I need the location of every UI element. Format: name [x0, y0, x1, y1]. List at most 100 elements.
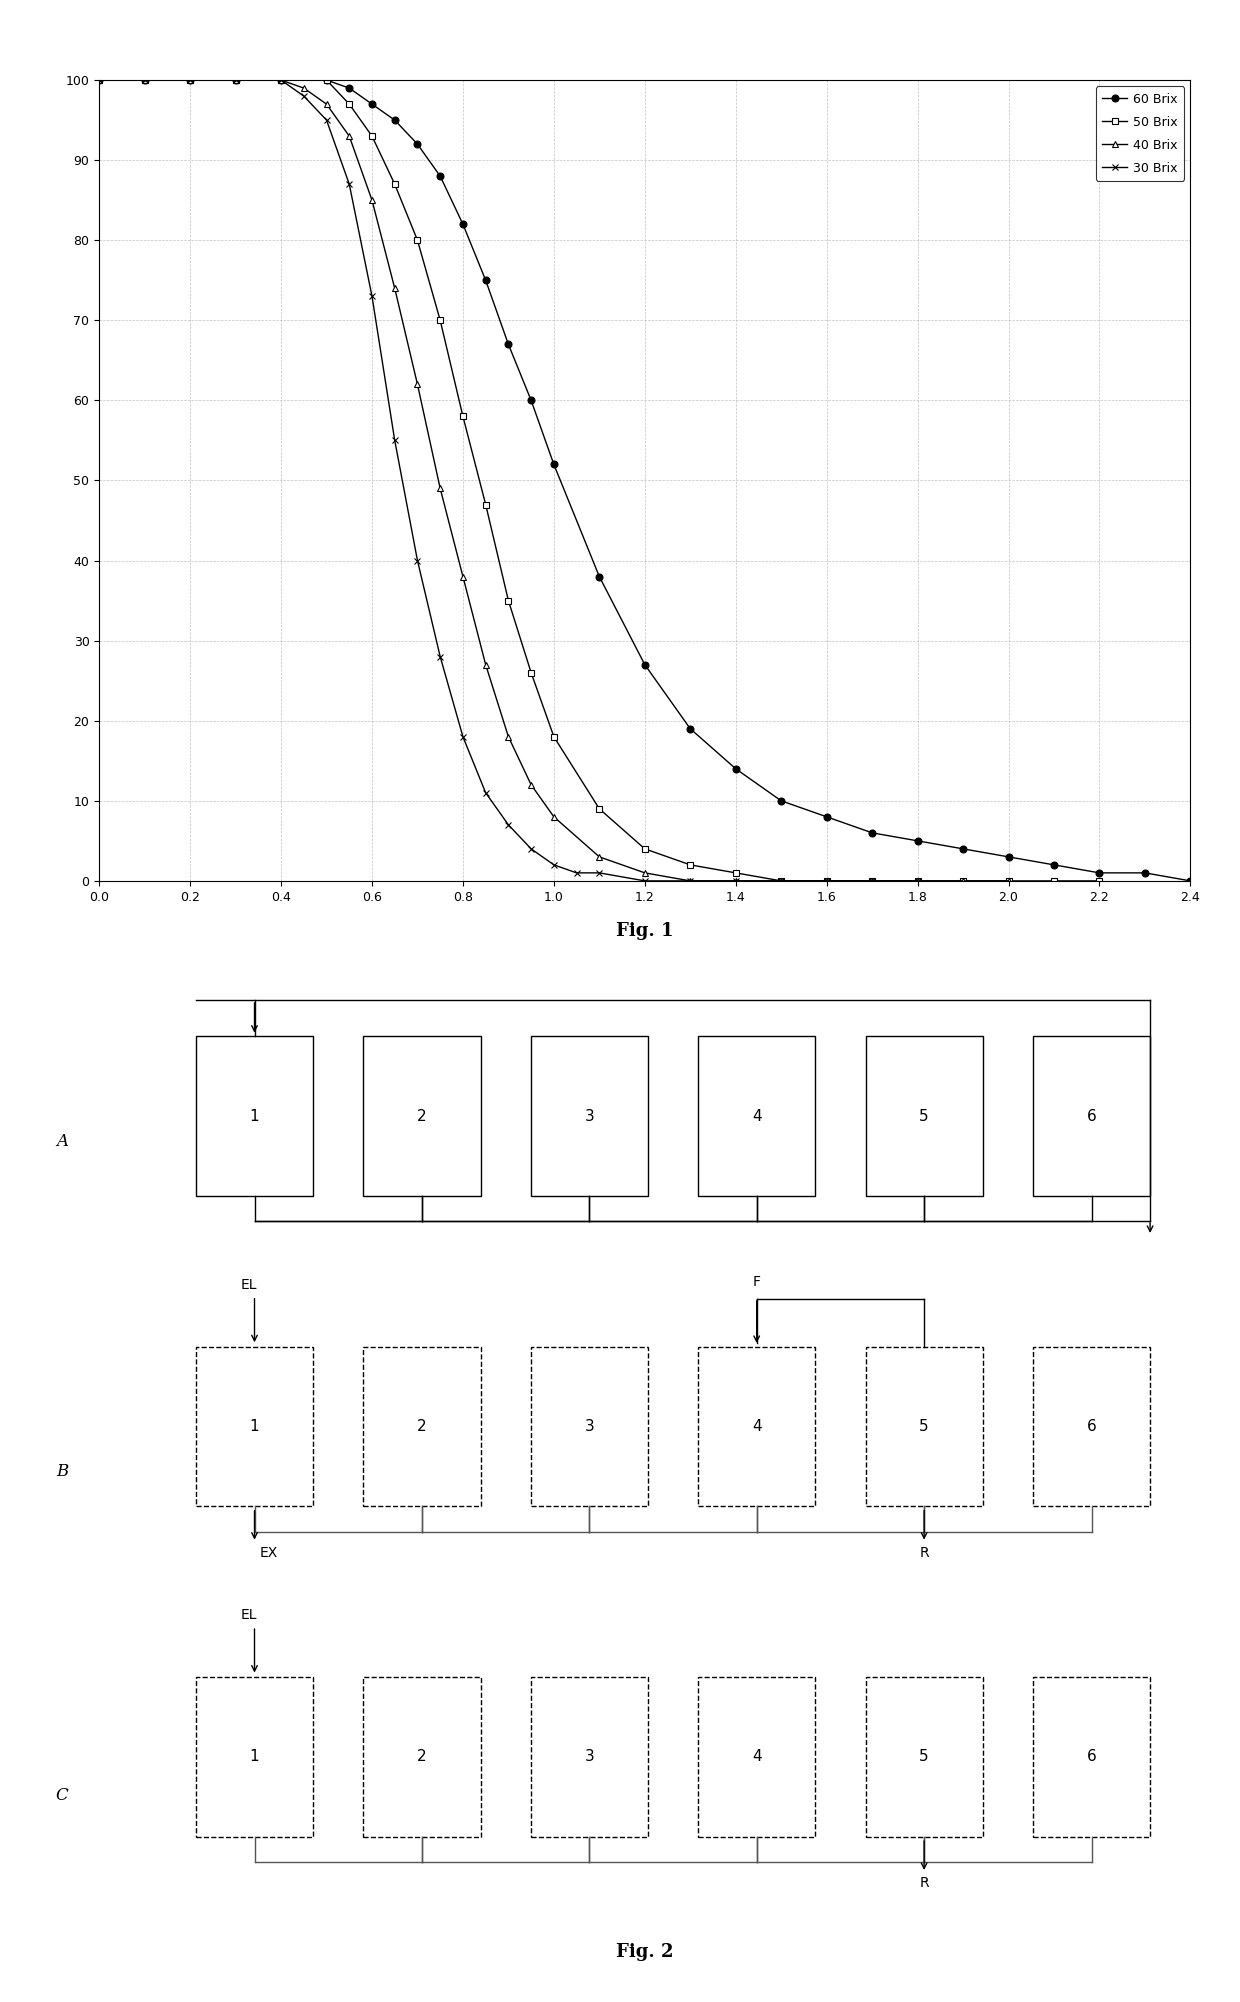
Polygon shape	[1033, 1347, 1151, 1506]
Polygon shape	[1033, 1037, 1151, 1195]
Text: F: F	[753, 1275, 760, 1289]
50 Brix	[910, 869, 925, 893]
Text: 1: 1	[249, 1750, 259, 1764]
30 Brix	[92, 68, 107, 92]
60 Brix	[1183, 869, 1198, 893]
Text: 6: 6	[1086, 1750, 1096, 1764]
60 Brix	[1137, 861, 1152, 885]
60 Brix	[910, 829, 925, 853]
Text: 3: 3	[584, 1419, 594, 1433]
50 Brix	[387, 172, 402, 196]
Polygon shape	[698, 1678, 816, 1836]
40 Brix	[433, 476, 448, 500]
40 Brix	[910, 869, 925, 893]
50 Brix	[433, 308, 448, 332]
40 Brix	[683, 869, 698, 893]
Polygon shape	[196, 1347, 312, 1506]
40 Brix	[365, 188, 379, 212]
Text: 6: 6	[1086, 1109, 1096, 1123]
50 Brix	[956, 869, 971, 893]
Text: EL: EL	[241, 1277, 257, 1291]
50 Brix	[410, 228, 425, 252]
40 Brix	[92, 68, 107, 92]
60 Brix	[274, 68, 289, 92]
Polygon shape	[531, 1678, 649, 1836]
60 Brix	[342, 76, 357, 100]
60 Brix	[138, 68, 153, 92]
Polygon shape	[531, 1037, 649, 1195]
30 Brix	[501, 813, 516, 837]
Text: 5: 5	[919, 1750, 929, 1764]
50 Brix	[1092, 869, 1107, 893]
Text: Fig. 2: Fig. 2	[616, 1944, 673, 1960]
40 Brix	[479, 653, 494, 677]
60 Brix	[774, 789, 789, 813]
Text: 1: 1	[249, 1109, 259, 1123]
60 Brix	[228, 68, 243, 92]
50 Brix	[274, 68, 289, 92]
40 Brix	[728, 869, 743, 893]
40 Brix	[138, 68, 153, 92]
60 Brix	[182, 68, 197, 92]
60 Brix	[410, 132, 425, 156]
60 Brix	[1092, 861, 1107, 885]
50 Brix	[228, 68, 243, 92]
50 Brix	[501, 589, 516, 613]
Text: 2: 2	[417, 1419, 427, 1433]
40 Brix	[591, 845, 606, 869]
40 Brix	[274, 68, 289, 92]
60 Brix	[1047, 853, 1061, 877]
30 Brix	[479, 781, 494, 805]
Polygon shape	[698, 1347, 816, 1506]
40 Brix	[319, 92, 334, 116]
60 Brix	[820, 805, 835, 829]
Line: 40 Brix: 40 Brix	[95, 76, 1012, 885]
30 Brix	[274, 68, 289, 92]
60 Brix	[479, 268, 494, 292]
Text: B: B	[56, 1463, 68, 1479]
30 Brix	[683, 869, 698, 893]
30 Brix	[547, 853, 562, 877]
Text: R: R	[919, 1546, 929, 1560]
60 Brix	[319, 68, 334, 92]
50 Brix	[319, 68, 334, 92]
Text: R: R	[919, 1876, 929, 1890]
40 Brix	[501, 725, 516, 749]
60 Brix	[683, 717, 698, 741]
50 Brix	[92, 68, 107, 92]
Text: 5: 5	[919, 1419, 929, 1433]
30 Brix	[864, 869, 879, 893]
40 Brix	[820, 869, 835, 893]
Text: A: A	[56, 1133, 68, 1149]
30 Brix	[182, 68, 197, 92]
60 Brix	[956, 837, 971, 861]
50 Brix	[365, 124, 379, 148]
30 Brix	[365, 284, 379, 308]
Polygon shape	[866, 1678, 982, 1836]
60 Brix	[728, 757, 743, 781]
60 Brix	[433, 164, 448, 188]
Text: 1: 1	[249, 1419, 259, 1433]
Text: 4: 4	[751, 1750, 761, 1764]
40 Brix	[864, 869, 879, 893]
50 Brix	[683, 853, 698, 877]
Polygon shape	[1033, 1678, 1151, 1836]
60 Brix	[365, 92, 379, 116]
50 Brix	[455, 404, 470, 428]
Polygon shape	[866, 1347, 982, 1506]
30 Brix	[910, 869, 925, 893]
60 Brix	[92, 68, 107, 92]
40 Brix	[523, 773, 538, 797]
Polygon shape	[698, 1037, 816, 1195]
Line: 60 Brix: 60 Brix	[95, 76, 1194, 885]
60 Brix	[591, 565, 606, 589]
Text: 3: 3	[584, 1750, 594, 1764]
30 Brix	[387, 428, 402, 452]
60 Brix	[864, 821, 879, 845]
40 Brix	[1001, 869, 1016, 893]
50 Brix	[479, 492, 494, 517]
40 Brix	[182, 68, 197, 92]
Text: EX: EX	[260, 1546, 278, 1560]
30 Brix	[728, 869, 743, 893]
40 Brix	[956, 869, 971, 893]
